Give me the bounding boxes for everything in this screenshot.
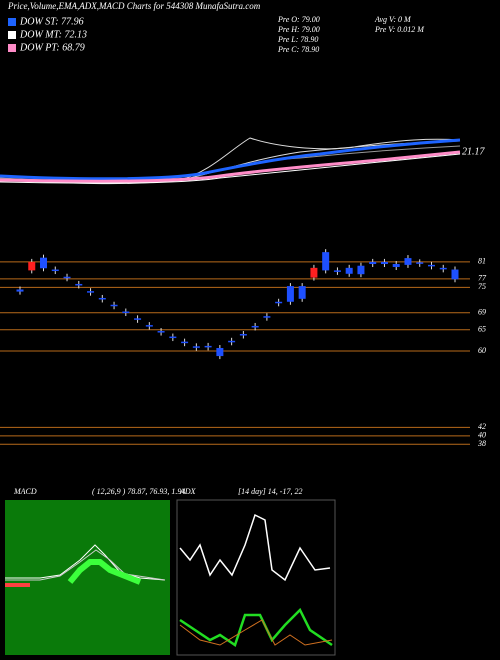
stat: Pre V: 0.012 M	[374, 25, 425, 34]
candle-body	[75, 283, 83, 286]
candle-body	[16, 289, 24, 292]
candle-body	[322, 252, 330, 271]
stat: Pre L: 78.90	[277, 35, 318, 44]
candle-body	[204, 345, 212, 348]
stat: Avg V: 0 M	[374, 15, 412, 24]
legend-label: DOW MT: 72.13	[19, 29, 87, 40]
legend-swatch	[8, 18, 16, 26]
candle-body	[145, 325, 153, 327]
candle-body	[427, 264, 435, 267]
stat: Pre O: 79.00	[277, 15, 320, 24]
candle-body	[263, 316, 271, 318]
candle-body	[216, 348, 224, 357]
candle-body	[251, 325, 259, 328]
candle-body	[98, 297, 106, 300]
candle-body	[357, 265, 365, 275]
candle-body	[110, 304, 118, 307]
candle-body	[439, 267, 447, 270]
y-tick-label: 69	[478, 308, 486, 317]
y-tick-label: 77	[478, 274, 487, 283]
candle-body	[380, 261, 388, 265]
adx-lines	[179, 513, 333, 647]
macd-lines	[5, 544, 166, 587]
macd-values: ( 12,26,9 ) 78.87, 76.93, 1.94	[92, 487, 185, 496]
ema-label: 21.17	[462, 146, 486, 157]
candle-body	[345, 267, 353, 274]
legend-label: DOW ST: 77.96	[19, 16, 84, 27]
y-tick-label: 81	[478, 257, 486, 266]
candle-body	[122, 311, 130, 314]
candle-body	[310, 267, 318, 278]
ema-lines	[0, 137, 461, 185]
candle-body	[369, 261, 377, 265]
candle-body	[40, 257, 48, 269]
legend-label: DOW PT: 68.79	[19, 42, 85, 53]
candle-body	[134, 318, 142, 320]
y-tick-label: 38	[477, 439, 486, 448]
adx-label: ADX	[179, 487, 197, 496]
legend-swatch	[8, 31, 16, 39]
y-tick-label: 65	[478, 325, 486, 334]
candle-body	[333, 270, 341, 272]
candle-body	[157, 331, 165, 333]
candle-body	[416, 262, 424, 264]
adx-values: [14 day] 14, -17, 22	[238, 487, 302, 496]
y-tick-label: 40	[478, 431, 486, 440]
y-tick-label: 60	[478, 346, 486, 355]
candle-body	[181, 341, 189, 344]
stat: Pre H: 79.00	[277, 25, 320, 34]
chart-title: Price,Volume,EMA,ADX,MACD Charts for 544…	[7, 1, 261, 11]
candle-body	[169, 336, 177, 339]
stat: Pre C: 78.90	[277, 45, 319, 54]
candle-body	[298, 286, 306, 299]
candle-body	[51, 269, 59, 272]
candle-body	[228, 340, 236, 343]
candle-body	[239, 334, 247, 336]
candle-body	[275, 301, 283, 304]
y-tick-label: 42	[478, 422, 486, 431]
legend: DOW ST: 77.96 DOW MT: 72.13 DOW PT: 68.79	[8, 16, 87, 53]
y-tick-label: 75	[478, 282, 486, 291]
candle-body	[87, 291, 95, 293]
macd-label: MACD	[13, 487, 37, 496]
candle-body	[192, 346, 200, 348]
candle-body	[404, 258, 412, 265]
candle-body	[286, 286, 294, 302]
legend-swatch	[8, 44, 16, 52]
candle-body	[451, 269, 459, 280]
candle-body	[63, 276, 71, 279]
candle-body	[28, 261, 36, 271]
candle-body	[392, 264, 400, 267]
